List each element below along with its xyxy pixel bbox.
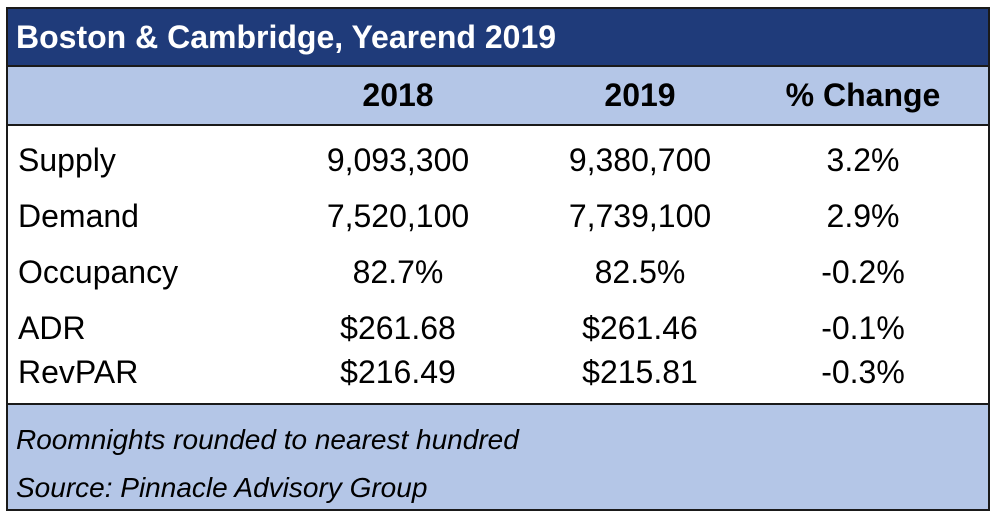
value-change: -0.2% [821,254,905,290]
source-note: Source: Pinnacle Advisory Group [16,472,428,503]
rounding-note: Roomnights rounded to nearest hundred [16,424,519,455]
row-label: RevPAR [18,354,139,390]
value-2019: $215.81 [582,354,698,390]
value-2018: $216.49 [340,354,456,390]
value-2019: 9,380,700 [568,142,712,178]
table-row: RevPAR $216.49 $215.81 -0.3% [8,344,988,400]
hotel-stats-table: Boston & Cambridge, Yearend 2019 2018 20… [6,7,990,511]
value-2018: 82.7% [352,254,444,290]
value-change: 2.9% [826,198,900,234]
row-label: Demand [18,198,139,234]
table-row: Supply 9,093,300 9,380,700 3.2% [8,132,988,188]
value-change: -0.3% [821,354,905,390]
row-label: ADR [18,310,86,346]
value-change: -0.1% [821,310,905,346]
row-label: Occupancy [18,254,179,290]
value-change: 3.2% [826,142,900,178]
table-row: Occupancy 82.7% 82.5% -0.2% [8,244,988,300]
value-2019: 82.5% [594,254,686,290]
value-2019: 7,739,100 [568,198,712,234]
table-footer: Roomnights rounded to nearest hundred So… [8,403,988,509]
table-title: Boston & Cambridge, Yearend 2019 [8,9,988,65]
value-2018: 9,093,300 [326,142,470,178]
value-2019: $261.46 [582,310,698,346]
table-row: ADR $261.68 $261.46 -0.1% [8,300,988,356]
column-header-row: 2018 2019 % Change [8,65,988,126]
row-label: Supply [18,142,116,178]
value-2018: $261.68 [340,310,456,346]
header-2018: 2018 [362,77,434,113]
header-percent-change: % Change [785,77,941,113]
value-2018: 7,520,100 [326,198,470,234]
table-row: Demand 7,520,100 7,739,100 2.9% [8,188,988,244]
table-body: Supply 9,093,300 9,380,700 3.2% Demand 7… [8,126,988,403]
header-2019: 2019 [604,77,676,113]
